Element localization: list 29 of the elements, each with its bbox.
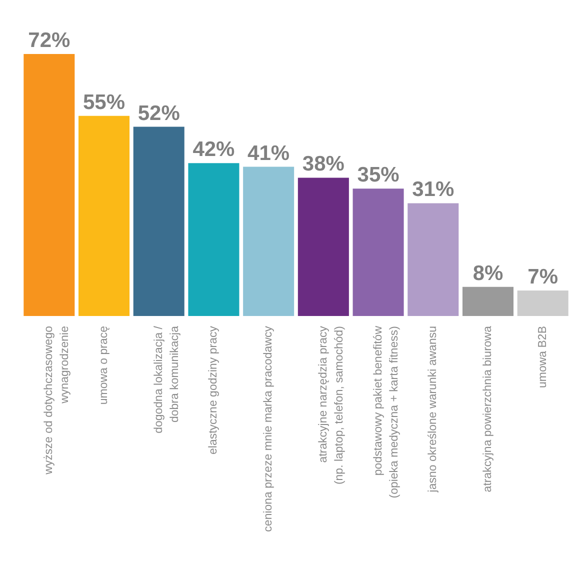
data-label: 55% bbox=[82, 90, 126, 114]
bar bbox=[24, 54, 75, 316]
data-label: 72% bbox=[28, 29, 70, 52]
bar bbox=[352, 188, 404, 316]
x-tick-label: podstawowy pakiet benefitów (opieka medyczna + karta fitness) bbox=[372, 325, 400, 498]
bar bbox=[243, 166, 294, 316]
bar bbox=[462, 286, 514, 316]
bar bbox=[298, 178, 349, 316]
bar bbox=[517, 290, 568, 316]
bar bbox=[133, 126, 184, 316]
bar bbox=[188, 163, 240, 316]
bar bbox=[78, 116, 130, 316]
x-tick-label: atrakcyjna powierzchnia biurowa bbox=[482, 325, 494, 492]
data-label: 7% bbox=[528, 266, 558, 289]
x-tick-label: wyższe od dotychczasowego wynagrodzenie bbox=[43, 326, 72, 476]
data-label: 35% bbox=[357, 164, 400, 187]
data-label: 38% bbox=[302, 152, 345, 176]
x-tick-label: atrakcyjne narzędzia pracy (np. laptop, telefon, samochód) bbox=[317, 326, 346, 485]
x-tick-label: umowa B2B bbox=[536, 326, 549, 388]
data-label: 8% bbox=[472, 262, 504, 285]
x-tick-label: umowa o pracę bbox=[98, 326, 110, 405]
x-tick-label: jasno określone warunki awansu bbox=[427, 326, 440, 494]
data-label: 42% bbox=[192, 138, 236, 162]
x-tick-label: elastyczne godziny pracy bbox=[208, 326, 220, 454]
x-tick-label: ceniona przeze mnie marka pracodawcy bbox=[262, 326, 275, 532]
data-label: 31% bbox=[412, 178, 454, 202]
data-label: 52% bbox=[138, 102, 180, 125]
bar bbox=[408, 203, 459, 316]
data-label: 41% bbox=[248, 142, 290, 165]
